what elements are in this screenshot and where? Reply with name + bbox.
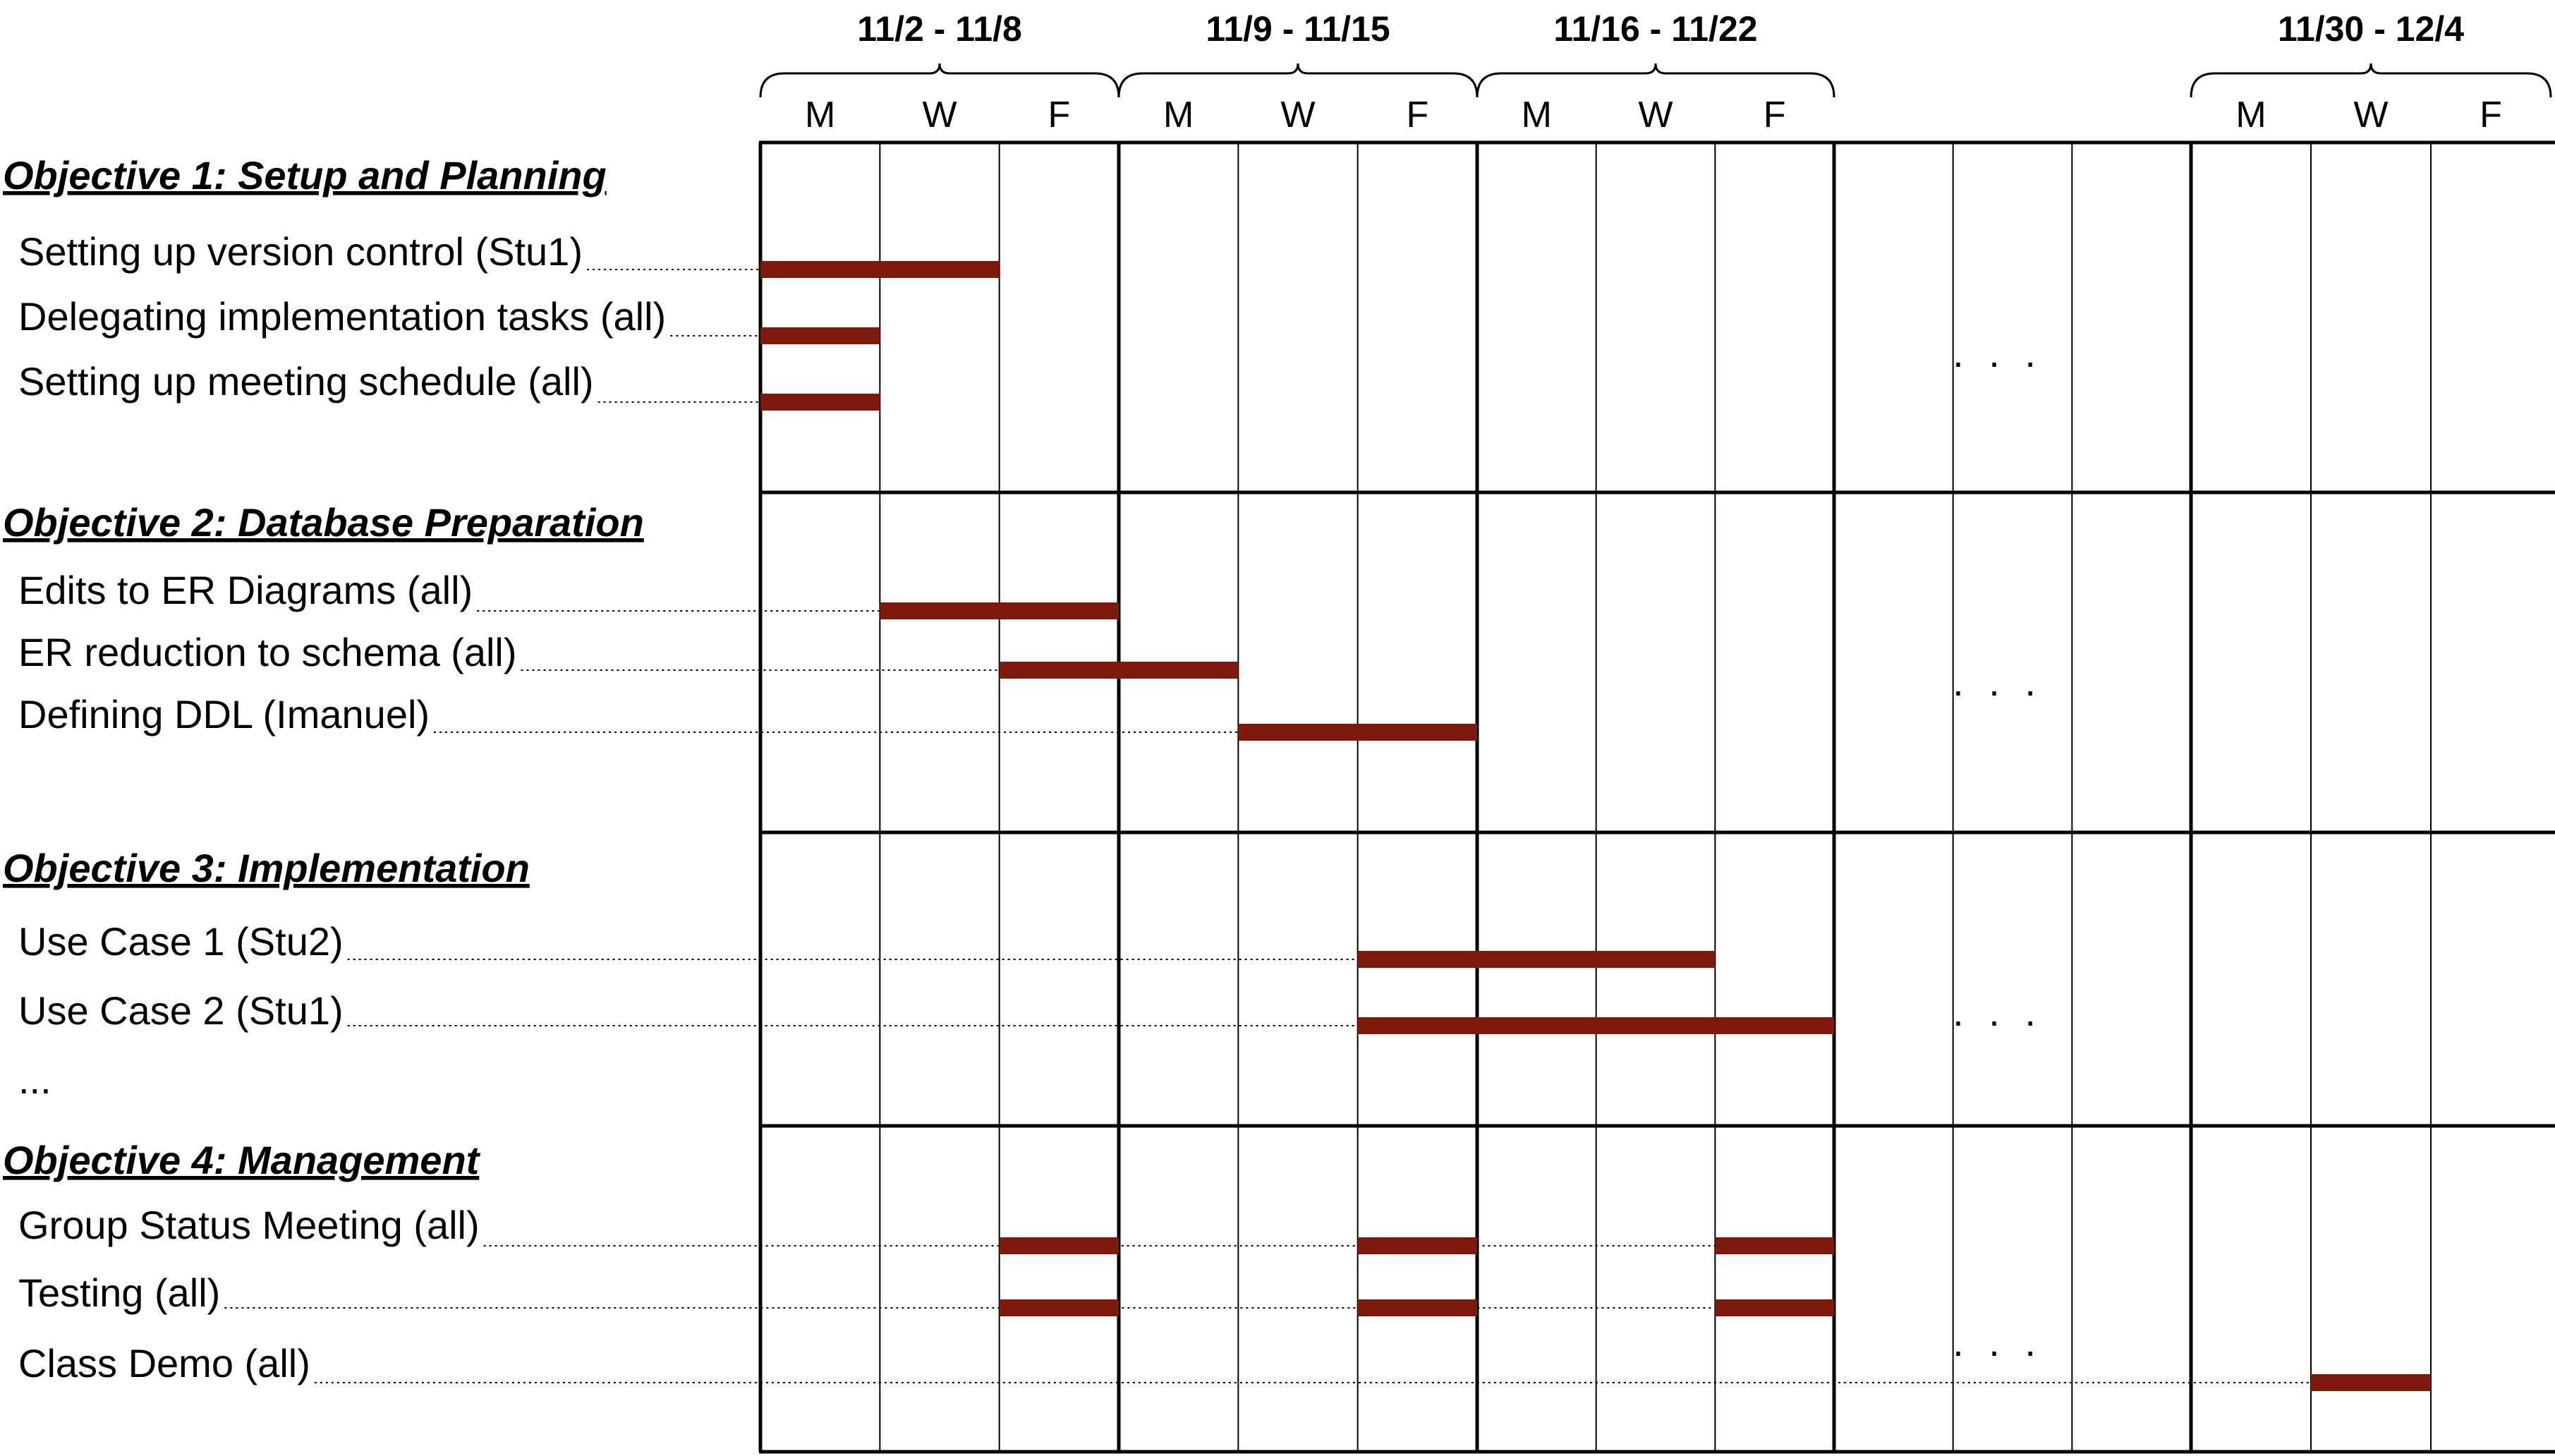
week-brace	[1117, 63, 1479, 98]
task-bar	[1715, 1299, 1834, 1316]
objective-title: Objective 2: Database Preparation	[3, 500, 644, 545]
day-label: M	[1163, 95, 1194, 135]
task-bar	[880, 602, 1119, 619]
day-label: W	[2353, 95, 2388, 135]
task-label: Defining DDL (Imanuel)	[18, 692, 430, 736]
task-bar	[1357, 1237, 1477, 1254]
task-bar	[1715, 1237, 1834, 1254]
week-brace	[1476, 63, 1835, 98]
day-label: M	[2235, 95, 2266, 135]
day-label: W	[1638, 95, 1673, 135]
day-label: M	[1522, 95, 1552, 135]
task-label: Use Case 1 (Stu2)	[18, 919, 344, 964]
task-label: Group Status Meeting (all)	[18, 1203, 480, 1247]
task-label: Class Demo (all)	[18, 1341, 310, 1385]
task-label: Testing (all)	[18, 1270, 220, 1315]
week-label: 11/16 - 11/22	[1553, 9, 1757, 49]
task-bar	[1357, 1017, 1834, 1034]
task-bar	[1357, 951, 1716, 968]
week-brace	[759, 63, 1120, 98]
gap-marker: . . .	[1953, 990, 2043, 1034]
week-brace	[2190, 63, 2552, 98]
day-label: F	[1764, 95, 1786, 135]
day-label: F	[1048, 95, 1070, 135]
task-bar	[760, 394, 880, 411]
objective-title: Objective 3: Implementation	[3, 846, 530, 890]
task-bar	[1357, 1299, 1477, 1316]
objective-title: Objective 4: Management	[3, 1138, 481, 1182]
task-label: Use Case 2 (Stu1)	[18, 988, 344, 1033]
task-label: Setting up version control (Stu1)	[18, 229, 583, 274]
day-label: M	[805, 95, 835, 135]
task-bar	[760, 327, 880, 344]
task-label: Setting up meeting schedule (all)	[18, 359, 594, 404]
objective-title: Objective 1: Setup and Planning	[3, 153, 607, 198]
week-label: 11/30 - 12/4	[2278, 9, 2464, 49]
task-bar	[999, 1237, 1119, 1254]
task-label: Delegating implementation tasks (all)	[18, 294, 666, 339]
gap-marker: . . .	[1953, 660, 2043, 704]
task-bar	[999, 662, 1239, 679]
task-label: ER reduction to schema (all)	[18, 630, 517, 674]
gap-marker: . . .	[1953, 331, 2043, 375]
week-label: 11/9 - 11/15	[1206, 9, 1390, 49]
day-label: F	[1406, 95, 1428, 135]
task-bar	[2311, 1374, 2431, 1391]
task-bar	[999, 1299, 1119, 1316]
task-label: Edits to ER Diagrams (all)	[18, 568, 473, 612]
day-label: W	[922, 95, 957, 135]
day-label: F	[2480, 95, 2502, 135]
task-label: ...	[18, 1057, 51, 1102]
task-bar	[760, 261, 1000, 278]
task-bar	[1238, 724, 1477, 741]
week-label: 11/2 - 11/8	[857, 9, 1022, 49]
gap-marker: . . .	[1953, 1320, 2043, 1364]
day-label: W	[1280, 95, 1315, 135]
